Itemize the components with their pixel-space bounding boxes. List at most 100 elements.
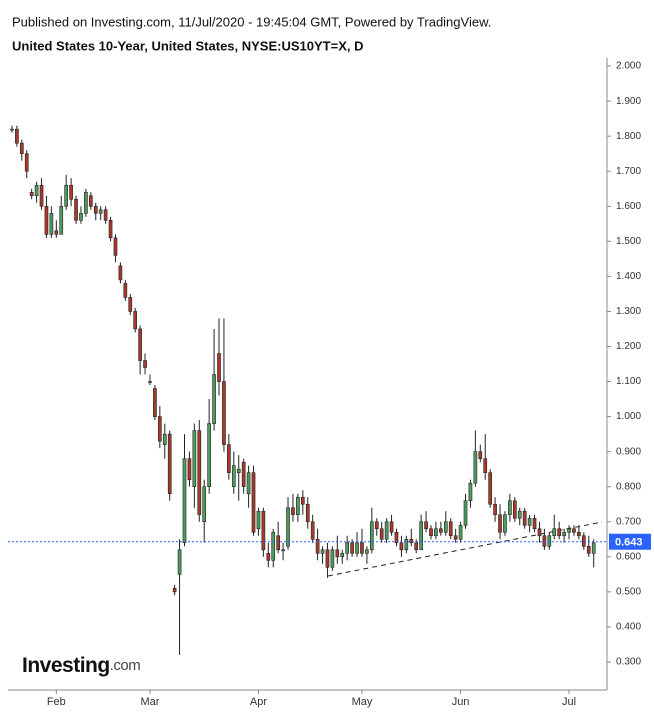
candle-body: [542, 535, 547, 547]
candle-body: [567, 528, 571, 533]
candle-body: [108, 219, 113, 239]
candle-body: [29, 191, 34, 197]
candle-body: [434, 528, 438, 537]
candle-body: [360, 542, 364, 554]
candle-body: [158, 416, 162, 442]
candle-body: [582, 535, 586, 547]
candle-body: [439, 528, 443, 533]
candle-body: [320, 549, 325, 554]
candle-body: [399, 542, 404, 551]
x-tick-label: Feb: [47, 696, 66, 708]
candle-body: [197, 430, 202, 516]
candle-body: [296, 496, 300, 516]
y-tick-label: 1.100: [616, 376, 641, 387]
candle-body: [345, 542, 350, 554]
y-tick-label: 2.000: [616, 61, 641, 72]
candle-body: [508, 500, 512, 516]
candle-body: [88, 195, 93, 207]
candle-body: [586, 545, 591, 554]
x-tick-label: May: [352, 696, 373, 708]
candle-body: [591, 542, 596, 554]
candle-body: [315, 538, 320, 554]
published-note: Published on Investing.com, 11/Jul/2020 …: [12, 14, 491, 29]
candle-body: [261, 510, 266, 551]
candle-body: [572, 528, 576, 533]
y-tick-label: 0.600: [616, 551, 641, 562]
candle-body: [577, 531, 581, 537]
candle-body: [24, 153, 29, 172]
candle-body: [478, 451, 483, 459]
candle-body: [231, 465, 236, 487]
candle-body: [167, 433, 172, 495]
x-tick-label: Mar: [141, 696, 160, 708]
candle-body: [300, 496, 305, 505]
candle-body: [394, 531, 399, 544]
y-tick-label: 0.300: [616, 657, 641, 668]
candle-body: [207, 423, 211, 487]
candle-body: [424, 521, 428, 530]
candle-body: [187, 458, 192, 480]
logo-suffix: .com: [110, 657, 141, 674]
candle-body: [143, 360, 147, 368]
candle-body: [54, 230, 59, 235]
candle-body: [64, 184, 69, 207]
candle-body: [148, 381, 152, 383]
candle-body: [498, 514, 502, 533]
candle-body: [310, 521, 315, 540]
candle-body: [79, 212, 83, 221]
candle-body: [305, 503, 310, 523]
candle-body: [123, 283, 128, 298]
candle-body: [177, 549, 182, 575]
candle-body: [517, 510, 522, 519]
candle-body: [266, 552, 271, 561]
candle-body: [19, 142, 24, 154]
candle-body: [522, 510, 527, 526]
candle-body: [384, 521, 389, 540]
candle-body: [281, 549, 285, 552]
y-tick-label: 1.600: [616, 201, 641, 212]
candle-body: [483, 458, 488, 473]
candle-body: [340, 552, 345, 558]
candle-body: [473, 451, 478, 484]
y-tick-label: 1.400: [616, 271, 641, 282]
candle-body: [133, 311, 138, 330]
candle-body: [138, 328, 142, 361]
candle-body: [202, 486, 207, 523]
y-tick-label: 0.700: [616, 516, 641, 527]
y-tick-label: 1.800: [616, 131, 641, 142]
y-tick-label: 1.700: [616, 166, 641, 177]
candle-body: [562, 531, 566, 537]
candle-body: [350, 542, 354, 554]
candle-body: [404, 538, 409, 551]
last-price-box: [609, 533, 651, 550]
candle-body: [39, 184, 44, 207]
candle-body: [113, 237, 118, 256]
candle-body: [355, 542, 359, 554]
candle-body: [103, 209, 108, 221]
candle-body: [222, 381, 226, 445]
trend-line: [327, 521, 603, 577]
y-tick-label: 1.000: [616, 411, 641, 422]
candle-body: [448, 521, 453, 537]
candle-body: [365, 549, 369, 554]
y-tick-label: 0.800: [616, 481, 641, 492]
candle-body: [325, 549, 330, 568]
candle-body: [488, 472, 492, 505]
candle-body: [241, 461, 246, 487]
candle-body: [227, 444, 231, 473]
candle-body: [192, 430, 197, 487]
candle-body: [335, 549, 340, 558]
candle-body: [251, 472, 256, 533]
candle-body: [49, 212, 54, 235]
candle-body: [512, 500, 517, 519]
candle-body: [212, 374, 216, 424]
candle-body: [118, 265, 123, 281]
candle-body: [379, 528, 384, 540]
candle-body: [409, 538, 414, 544]
candle-body: [537, 528, 542, 537]
candle-body: [532, 517, 537, 530]
y-tick-label: 1.200: [616, 341, 641, 352]
candle-body: [547, 535, 552, 547]
